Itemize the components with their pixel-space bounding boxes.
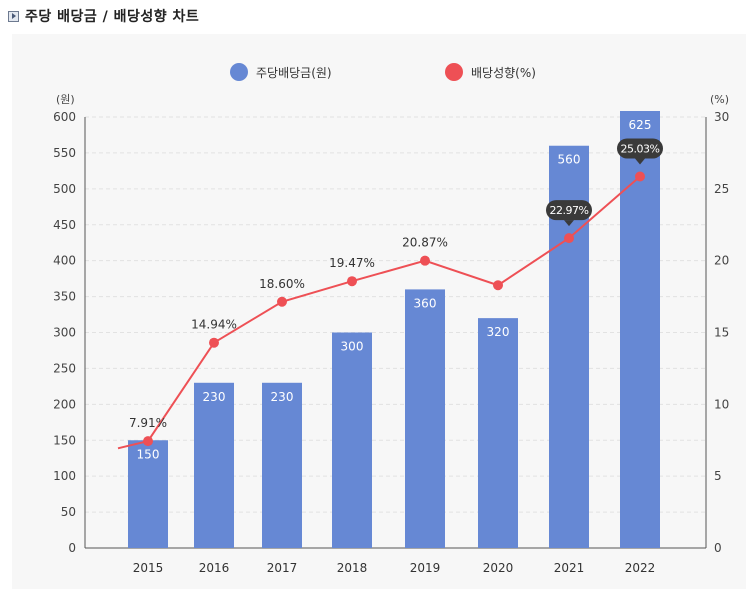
x-tick-label: 2018	[337, 561, 368, 575]
y-right-tick-label: 5	[714, 469, 722, 483]
y-right-tick-label: 10	[714, 397, 729, 411]
x-tick-label: 2022	[625, 561, 656, 575]
bar-value-label: 320	[487, 325, 510, 339]
legend-label: 배당성향(%)	[471, 66, 536, 80]
y-left-tick-label: 500	[53, 182, 76, 196]
legend-swatch	[230, 63, 248, 81]
chart-header: 주당 배당금 / 배당성향 차트	[8, 6, 199, 26]
line-point	[209, 337, 219, 348]
y-left-tick-label: 200	[53, 397, 76, 411]
line-point	[347, 276, 357, 287]
x-tick-label: 2015	[133, 561, 164, 575]
arrow-box-icon	[8, 10, 19, 22]
y-left-tick-label: 150	[53, 433, 76, 447]
y-left-unit: (원)	[56, 93, 75, 106]
bar-value-label: 150	[137, 447, 160, 461]
bar-value-label: 230	[271, 390, 294, 404]
y-right-tick-label: 30	[714, 110, 729, 124]
tooltip-value-label: 22.97%	[550, 204, 589, 217]
bar	[478, 318, 518, 548]
chart-title: 주당 배당금 / 배당성향 차트	[25, 9, 200, 25]
line-point	[635, 171, 645, 182]
legend-label: 주당배당금(원)	[256, 66, 332, 80]
bar	[194, 382, 234, 548]
y-right-unit: (%)	[710, 93, 729, 106]
y-left-tick-label: 350	[53, 290, 76, 304]
y-left-tick-label: 400	[53, 254, 76, 268]
bar	[332, 332, 372, 548]
line-point	[277, 296, 287, 307]
line-point	[420, 255, 430, 266]
y-right-tick-label: 25	[714, 182, 729, 196]
y-left-tick-label: 250	[53, 361, 76, 375]
bar-value-label: 560	[558, 153, 581, 167]
y-left-tick-label: 50	[61, 505, 76, 519]
y-left-tick-label: 100	[53, 469, 76, 483]
y-left-tick-label: 450	[53, 218, 76, 232]
x-tick-label: 2017	[267, 561, 298, 575]
tooltip-arrow	[635, 158, 645, 165]
bar-value-label: 300	[341, 340, 364, 354]
line-value-label: 14.94%	[191, 318, 237, 332]
y-left-tick-label: 600	[53, 110, 76, 124]
line-point	[493, 280, 503, 291]
bar	[620, 111, 660, 548]
x-tick-label: 2020	[483, 561, 514, 575]
line-value-label: 18.60%	[259, 277, 305, 291]
y-right-tick-label: 0	[714, 541, 722, 555]
bar-value-label: 230	[203, 390, 226, 404]
bar	[128, 440, 168, 548]
y-right-tick-label: 20	[714, 254, 729, 268]
x-tick-label: 2016	[199, 561, 230, 575]
y-left-tick-label: 300	[53, 326, 76, 340]
line-point	[143, 436, 153, 447]
tooltip-box	[546, 200, 592, 221]
bar-value-label: 625	[629, 118, 652, 132]
line-value-label: 7.91%	[129, 416, 167, 430]
y-left-tick-label: 550	[53, 146, 76, 160]
bar	[405, 289, 445, 548]
tooltip-value-label: 25.03%	[621, 142, 660, 155]
tooltip-arrow	[564, 220, 574, 227]
legend-swatch	[445, 63, 463, 81]
x-tick-label: 2021	[554, 561, 585, 575]
y-right-tick-label: 15	[714, 326, 729, 340]
line-value-label: 20.87%	[402, 236, 448, 250]
y-left-tick-label: 0	[68, 541, 76, 555]
tooltip-box	[617, 138, 663, 159]
line-value-label: 19.47%	[329, 256, 375, 270]
line-point	[564, 233, 574, 244]
bar	[262, 382, 302, 548]
x-tick-label: 2019	[410, 561, 441, 575]
bar-value-label: 360	[414, 296, 437, 310]
